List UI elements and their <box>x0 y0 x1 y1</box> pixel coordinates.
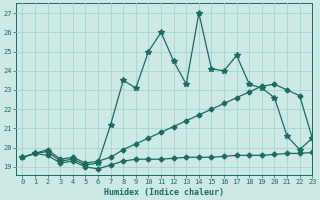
X-axis label: Humidex (Indice chaleur): Humidex (Indice chaleur) <box>104 188 224 197</box>
